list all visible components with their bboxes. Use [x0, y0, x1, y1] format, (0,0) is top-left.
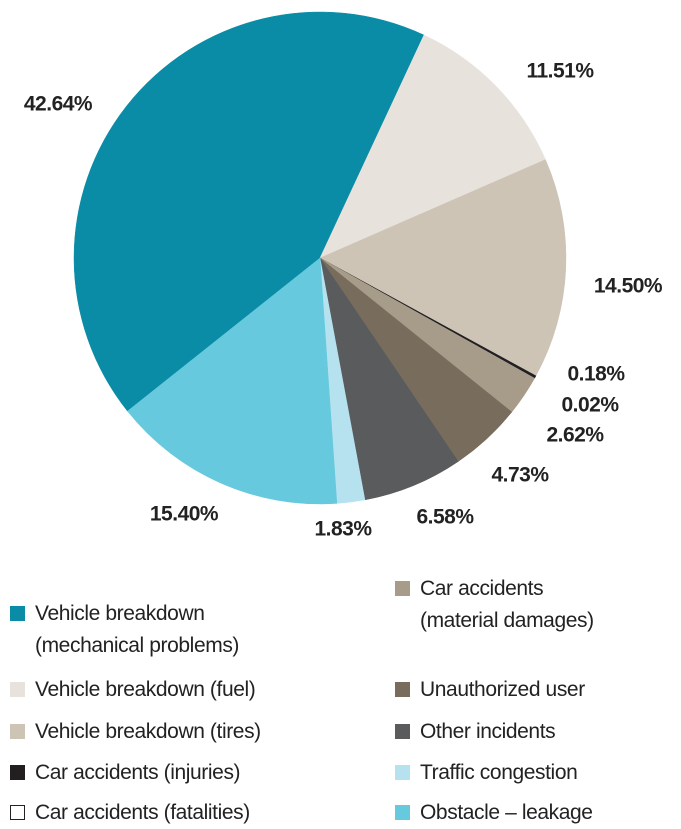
data-label: 4.73% — [491, 464, 549, 487]
legend-item: Vehicle breakdown (fuel) — [10, 674, 256, 706]
legend-swatch — [395, 682, 410, 697]
legend-swatch — [395, 724, 410, 739]
legend-swatch — [10, 805, 25, 820]
legend-label: Car accidents (material damages) — [420, 577, 594, 632]
legend-item: Obstacle – leakage — [395, 797, 593, 829]
legend-label: Vehicle breakdown (mechanical problems) — [35, 602, 240, 657]
data-label: 6.58% — [416, 506, 474, 529]
legend-label: Other incidents — [420, 720, 556, 743]
legend-swatch — [395, 765, 410, 780]
legend-swatch — [10, 724, 25, 739]
pie-slice — [319, 159, 567, 377]
legend-item: Unauthorized user — [395, 674, 585, 706]
legend-swatch — [10, 606, 25, 621]
legend-label: Car accidents (injuries) — [35, 761, 241, 784]
legend-label: Unauthorized user — [420, 678, 585, 701]
legend-item: Car accidents (fatalities) — [10, 797, 250, 829]
pie-slice — [73, 11, 425, 412]
legend-label: Vehicle breakdown (fuel) — [35, 678, 256, 701]
legend-label: Traffic congestion — [420, 761, 578, 784]
legend-swatch — [395, 581, 410, 596]
legend-label: Car accidents (fatalities) — [35, 801, 250, 824]
data-label: 11.51% — [526, 60, 594, 83]
data-label: 15.40% — [150, 503, 219, 526]
data-label: 2.62% — [546, 424, 604, 447]
data-label: 42.64% — [24, 93, 93, 116]
legend-item: Vehicle breakdown (tires) — [10, 716, 261, 748]
data-label: 14.50% — [594, 275, 663, 298]
legend-item: Traffic congestion — [395, 757, 578, 789]
data-label: 0.18% — [567, 363, 625, 386]
legend-swatch — [395, 805, 410, 820]
pie-slice — [127, 257, 338, 505]
legend-label: Vehicle breakdown (tires) — [35, 720, 261, 743]
pie-slice — [319, 34, 546, 259]
legend-item: Other incidents — [395, 716, 556, 748]
legend-item: Vehicle breakdown (mechanical problems) — [10, 598, 239, 662]
legend-item: Car accidents (injuries) — [10, 757, 241, 789]
legend-swatch — [10, 682, 25, 697]
legend-item: Car accidents (material damages) — [395, 573, 594, 637]
data-label: 1.83% — [314, 518, 372, 541]
pie-chart: 42.64% 11.51% 14.50% 0.18% 0.02% 2.62% 4.73% 6.… — [24, 11, 663, 541]
legend-label: Obstacle – leakage — [420, 801, 593, 824]
legend-swatch — [10, 765, 25, 780]
data-label: 0.02% — [561, 394, 619, 417]
